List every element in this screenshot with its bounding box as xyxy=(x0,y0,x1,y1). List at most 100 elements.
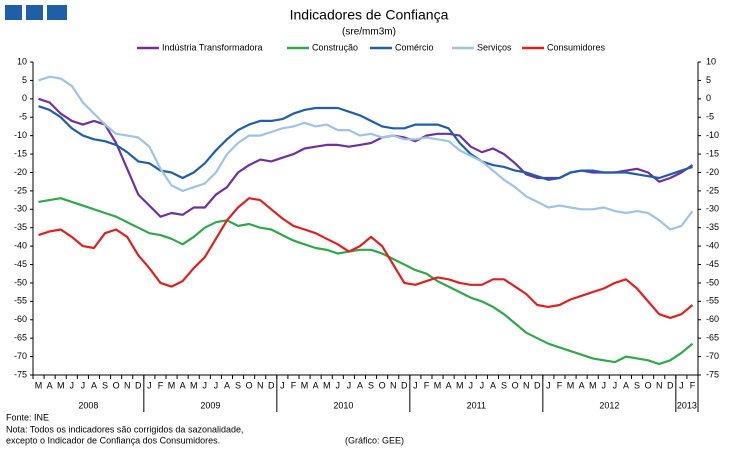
source: Fonte: INE xyxy=(6,412,49,422)
x-tick-label: J xyxy=(413,380,418,390)
x-tick-label: D xyxy=(667,380,674,390)
x-tick-label: M xyxy=(323,380,331,390)
x-tick-label: F xyxy=(557,380,563,390)
legend-label: Serviços xyxy=(477,42,512,52)
x-tick-label: D xyxy=(268,380,275,390)
x-tick-label: M xyxy=(35,380,43,390)
y-tick-label: -30 xyxy=(14,204,27,214)
year-label: 2008 xyxy=(78,400,98,410)
x-tick-label: O xyxy=(246,380,253,390)
x-tick-label: S xyxy=(634,380,640,390)
y2-tick-label: -40 xyxy=(706,240,719,250)
y2-tick-label: -60 xyxy=(706,314,719,324)
x-tick-label: J xyxy=(679,380,684,390)
y2-tick-label: -75 xyxy=(706,369,719,379)
logo-square xyxy=(5,5,22,20)
x-tick-label: F xyxy=(690,380,696,390)
y-tick-label: -65 xyxy=(14,333,27,343)
x-tick-label: J xyxy=(480,380,485,390)
legend-label: Consumidores xyxy=(547,42,606,52)
x-tick-label: M xyxy=(57,380,65,390)
y2-tick-label: 0 xyxy=(706,93,711,103)
y-tick-label: -40 xyxy=(14,240,27,250)
y2-tick-label: -50 xyxy=(706,277,719,287)
year-label: 2009 xyxy=(200,400,220,410)
x-tick-label: J xyxy=(613,380,618,390)
x-tick-label: N xyxy=(124,380,131,390)
y2-tick-label: -35 xyxy=(706,222,719,232)
x-tick-label: J xyxy=(347,380,352,390)
y2-tick-label: -70 xyxy=(706,351,719,361)
y-tick-label: -75 xyxy=(14,369,27,379)
x-tick-label: F xyxy=(291,380,297,390)
y-tick-label: -50 xyxy=(14,277,27,287)
y2-tick-label: -45 xyxy=(706,259,719,269)
x-tick-label: J xyxy=(70,380,75,390)
y-tick-label: -60 xyxy=(14,314,27,324)
x-tick-label: A xyxy=(357,380,363,390)
x-tick-label: M xyxy=(589,380,597,390)
x-tick-label: J xyxy=(147,380,152,390)
x-tick-label: A xyxy=(446,380,452,390)
y-tick-label: 0 xyxy=(22,93,27,103)
x-tick-label: A xyxy=(91,380,97,390)
series-line xyxy=(38,197,694,366)
y-tick-label: -70 xyxy=(14,351,27,361)
x-tick-label: M xyxy=(168,380,176,390)
x-tick-label: D xyxy=(534,380,541,390)
x-tick-label: M xyxy=(434,380,442,390)
chart-subtitle: (sre/mm3m) xyxy=(342,27,396,38)
x-tick-label: M xyxy=(301,380,309,390)
y2-tick-label: -65 xyxy=(706,333,719,343)
y2-tick-label: -55 xyxy=(706,296,719,306)
x-tick-label: J xyxy=(214,380,219,390)
year-label: 2013 xyxy=(677,400,697,410)
legend-label: Comércio xyxy=(395,42,434,52)
legend-label: Indústria Transformadora xyxy=(162,42,263,52)
y-tick-label: -10 xyxy=(14,130,27,140)
y-tick-label: -45 xyxy=(14,259,27,269)
x-tick-label: J xyxy=(280,380,285,390)
y2-tick-label: -30 xyxy=(706,204,719,214)
x-tick-label: M xyxy=(567,380,575,390)
x-tick-label: S xyxy=(235,380,241,390)
x-tick-label: M xyxy=(190,380,198,390)
y-tick-label: -35 xyxy=(14,222,27,232)
y-tick-label: 5 xyxy=(22,75,27,85)
note: excepto o Indicador de Confiança dos Con… xyxy=(6,435,220,445)
x-tick-label: D xyxy=(401,380,408,390)
y-tick-label: -25 xyxy=(14,185,27,195)
x-tick-label: N xyxy=(656,380,663,390)
x-tick-label: J xyxy=(546,380,551,390)
logo-square xyxy=(47,5,67,20)
legend-label: Construção xyxy=(312,42,358,52)
credit: (Gráfico: GEE) xyxy=(345,435,404,445)
series-line xyxy=(38,75,694,231)
x-tick-label: A xyxy=(623,380,629,390)
x-tick-label: D xyxy=(135,380,142,390)
year-label: 2012 xyxy=(599,400,619,410)
series-line xyxy=(38,97,694,218)
x-tick-label: A xyxy=(579,380,585,390)
x-tick-label: A xyxy=(224,380,230,390)
series-line xyxy=(38,197,694,319)
note: Nota: Todos os indicadores são corrigido… xyxy=(6,424,243,434)
x-tick-label: J xyxy=(336,380,341,390)
y2-tick-label: -20 xyxy=(706,167,719,177)
y-tick-label: -55 xyxy=(14,296,27,306)
y-tick-label: -15 xyxy=(14,148,27,158)
y-tick-label: -5 xyxy=(19,112,27,122)
series-line xyxy=(38,105,693,181)
x-tick-label: S xyxy=(368,380,374,390)
year-label: 2010 xyxy=(333,400,353,410)
y2-tick-label: 10 xyxy=(706,56,716,66)
x-tick-label: O xyxy=(645,380,652,390)
y-tick-label: 10 xyxy=(17,56,27,66)
y2-tick-label: -5 xyxy=(706,112,714,122)
x-tick-label: O xyxy=(512,380,519,390)
x-tick-label: F xyxy=(424,380,430,390)
x-tick-label: N xyxy=(390,380,397,390)
x-tick-label: A xyxy=(490,380,496,390)
x-tick-label: N xyxy=(523,380,530,390)
x-tick-label: O xyxy=(113,380,120,390)
